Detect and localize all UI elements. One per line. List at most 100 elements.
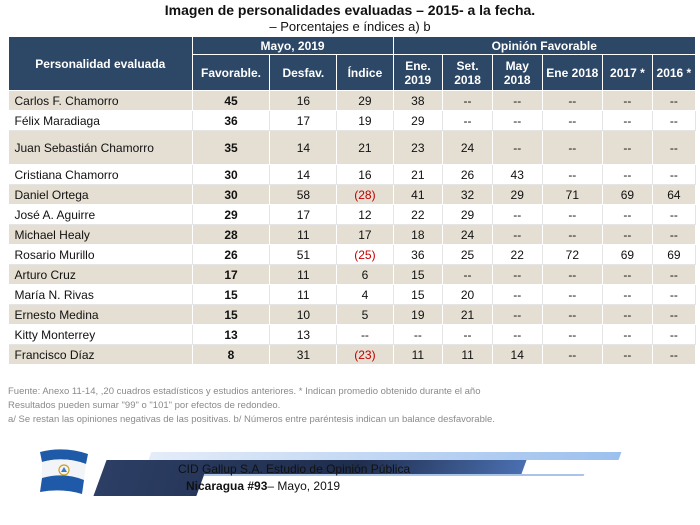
- cell-y2017: 69: [602, 244, 653, 265]
- cell-fav: 15: [192, 284, 271, 305]
- column-header-2016: 2016 *: [651, 54, 697, 91]
- personality-name: Daniel Ortega: [8, 184, 193, 205]
- cell-fav: 8: [192, 344, 271, 365]
- cell-desf: 11: [269, 284, 338, 305]
- cell-ene18: --: [542, 264, 604, 285]
- banner-light-stripe: [148, 452, 622, 460]
- cell-ene18: --: [542, 130, 604, 165]
- cell-y2017: --: [602, 324, 653, 345]
- cell-ene19: 18: [393, 224, 444, 245]
- cell-ene19: 22: [393, 204, 444, 225]
- cell-set18: 24: [442, 224, 493, 245]
- cell-fav: 30: [192, 164, 271, 185]
- cell-may18: --: [492, 264, 543, 285]
- cell-ene19: 41: [393, 184, 444, 205]
- cell-y2016: 69: [652, 244, 697, 265]
- cell-idx: 16: [336, 164, 394, 185]
- cell-ene19: 36: [393, 244, 444, 265]
- page-title: Imagen de personalidades evaluadas – 201…: [164, 2, 536, 18]
- cell-idx: (23): [336, 344, 394, 365]
- personality-name: Michael Healy: [8, 224, 193, 245]
- cell-set18: --: [442, 324, 493, 345]
- cell-desf: 13: [269, 324, 338, 345]
- cell-idx: 12: [336, 204, 394, 225]
- cell-desf: 10: [269, 304, 338, 325]
- cell-ene19: 19: [393, 304, 444, 325]
- table-row: Carlos F. Chamorro 45 16 29 38 -- -- -- -- --: [8, 90, 697, 111]
- cell-set18: --: [442, 90, 493, 111]
- cell-desf: 17: [269, 204, 338, 225]
- group-header-history: Opinión Favorable: [392, 36, 697, 55]
- table-row: Cristiana Chamorro 30 14 16 21 26 43 -- -- --: [8, 164, 697, 185]
- personality-name: Arturo Cruz: [8, 264, 193, 285]
- cell-set18: --: [442, 264, 493, 285]
- cell-desf: 11: [269, 264, 338, 285]
- cell-may18: --: [492, 90, 543, 111]
- table-row: Francisco Díaz 8 31 (23) 11 11 14 -- -- --: [8, 344, 697, 365]
- column-header-favorable: Favorable.: [191, 54, 271, 91]
- cell-y2016: --: [652, 264, 697, 285]
- footnotes: Fuente: Anexo 11-14, ,20 cuadros estadís…: [8, 385, 696, 427]
- personality-name: Cristiana Chamorro: [8, 164, 193, 185]
- cell-fav: 13: [192, 324, 271, 345]
- table-row: Daniel Ortega 30 58 (28) 41 32 29 71 69 64: [8, 184, 697, 205]
- sub-header-row: Favorable. Desfav. Índice Ene. 2019 Set.…: [9, 54, 697, 91]
- cell-set18: 24: [442, 130, 493, 165]
- cell-y2016: --: [652, 204, 697, 225]
- cell-desf: 14: [269, 130, 338, 165]
- cell-idx: 19: [336, 110, 394, 131]
- cell-idx: (28): [336, 184, 394, 205]
- cell-ene19: 11: [393, 344, 444, 365]
- table-row: Félix Maradiaga 36 17 19 29 -- -- -- -- --: [8, 110, 697, 131]
- cell-y2017: --: [602, 224, 653, 245]
- cell-y2017: --: [602, 130, 653, 165]
- cell-y2017: --: [602, 164, 653, 185]
- cell-fav: 35: [192, 130, 271, 165]
- group-header-current: Mayo, 2019: [191, 36, 394, 55]
- cell-ene18: --: [542, 204, 604, 225]
- cell-y2017: --: [602, 110, 653, 131]
- cell-y2017: --: [602, 264, 653, 285]
- cell-y2016: --: [652, 304, 697, 325]
- cell-set18: 20: [442, 284, 493, 305]
- cell-y2016: --: [652, 224, 697, 245]
- column-header-indice: Índice: [336, 54, 394, 91]
- cell-idx: 29: [336, 90, 394, 111]
- personality-name: María N. Rivas: [8, 284, 193, 305]
- footer-company: CID Gallup S.A. Estudio de Opinión Públi…: [178, 462, 411, 476]
- cell-y2016: --: [652, 324, 697, 345]
- cell-may18: --: [492, 130, 543, 165]
- cell-y2017: --: [602, 204, 653, 225]
- cell-y2016: --: [652, 90, 697, 111]
- personality-table: Personalidad evaluada Mayo, 2019 Opinión …: [8, 36, 697, 365]
- table-row: Michael Healy 28 11 17 18 24 -- -- -- --: [8, 224, 697, 245]
- personality-name: Ernesto Medina: [8, 304, 193, 325]
- cell-ene18: --: [542, 110, 604, 131]
- table-row: José A. Aguirre 29 17 12 22 29 -- -- -- --: [8, 204, 697, 225]
- cell-may18: --: [492, 110, 543, 131]
- cell-may18: 14: [492, 344, 543, 365]
- cell-ene18: --: [542, 284, 604, 305]
- cell-may18: 22: [492, 244, 543, 265]
- cell-ene19: 29: [393, 110, 444, 131]
- cell-ene18: 72: [542, 244, 604, 265]
- column-header-may-2018: May 2018: [491, 54, 543, 91]
- column-header-desfav: Desfav.: [269, 54, 338, 91]
- cell-desf: 51: [269, 244, 338, 265]
- cell-y2017: --: [602, 344, 653, 365]
- cell-fav: 30: [192, 184, 271, 205]
- cell-ene18: --: [542, 344, 604, 365]
- cell-desf: 58: [269, 184, 338, 205]
- table-row: Juan Sebastián Chamorro 35 14 21 23 24 -- -- -- -…: [8, 130, 697, 165]
- cell-ene18: --: [542, 324, 604, 345]
- cell-may18: --: [492, 284, 543, 305]
- cell-fav: 29: [192, 204, 271, 225]
- cell-may18: 29: [492, 184, 543, 205]
- column-header-set-2018: Set. 2018: [442, 54, 493, 91]
- cell-set18: 11: [442, 344, 493, 365]
- cell-ene18: 71: [542, 184, 604, 205]
- cell-idx: --: [336, 324, 394, 345]
- cell-desf: 31: [269, 344, 338, 365]
- table-row: Arturo Cruz 17 11 6 15 -- -- -- -- --: [8, 264, 697, 285]
- cell-fav: 17: [192, 264, 271, 285]
